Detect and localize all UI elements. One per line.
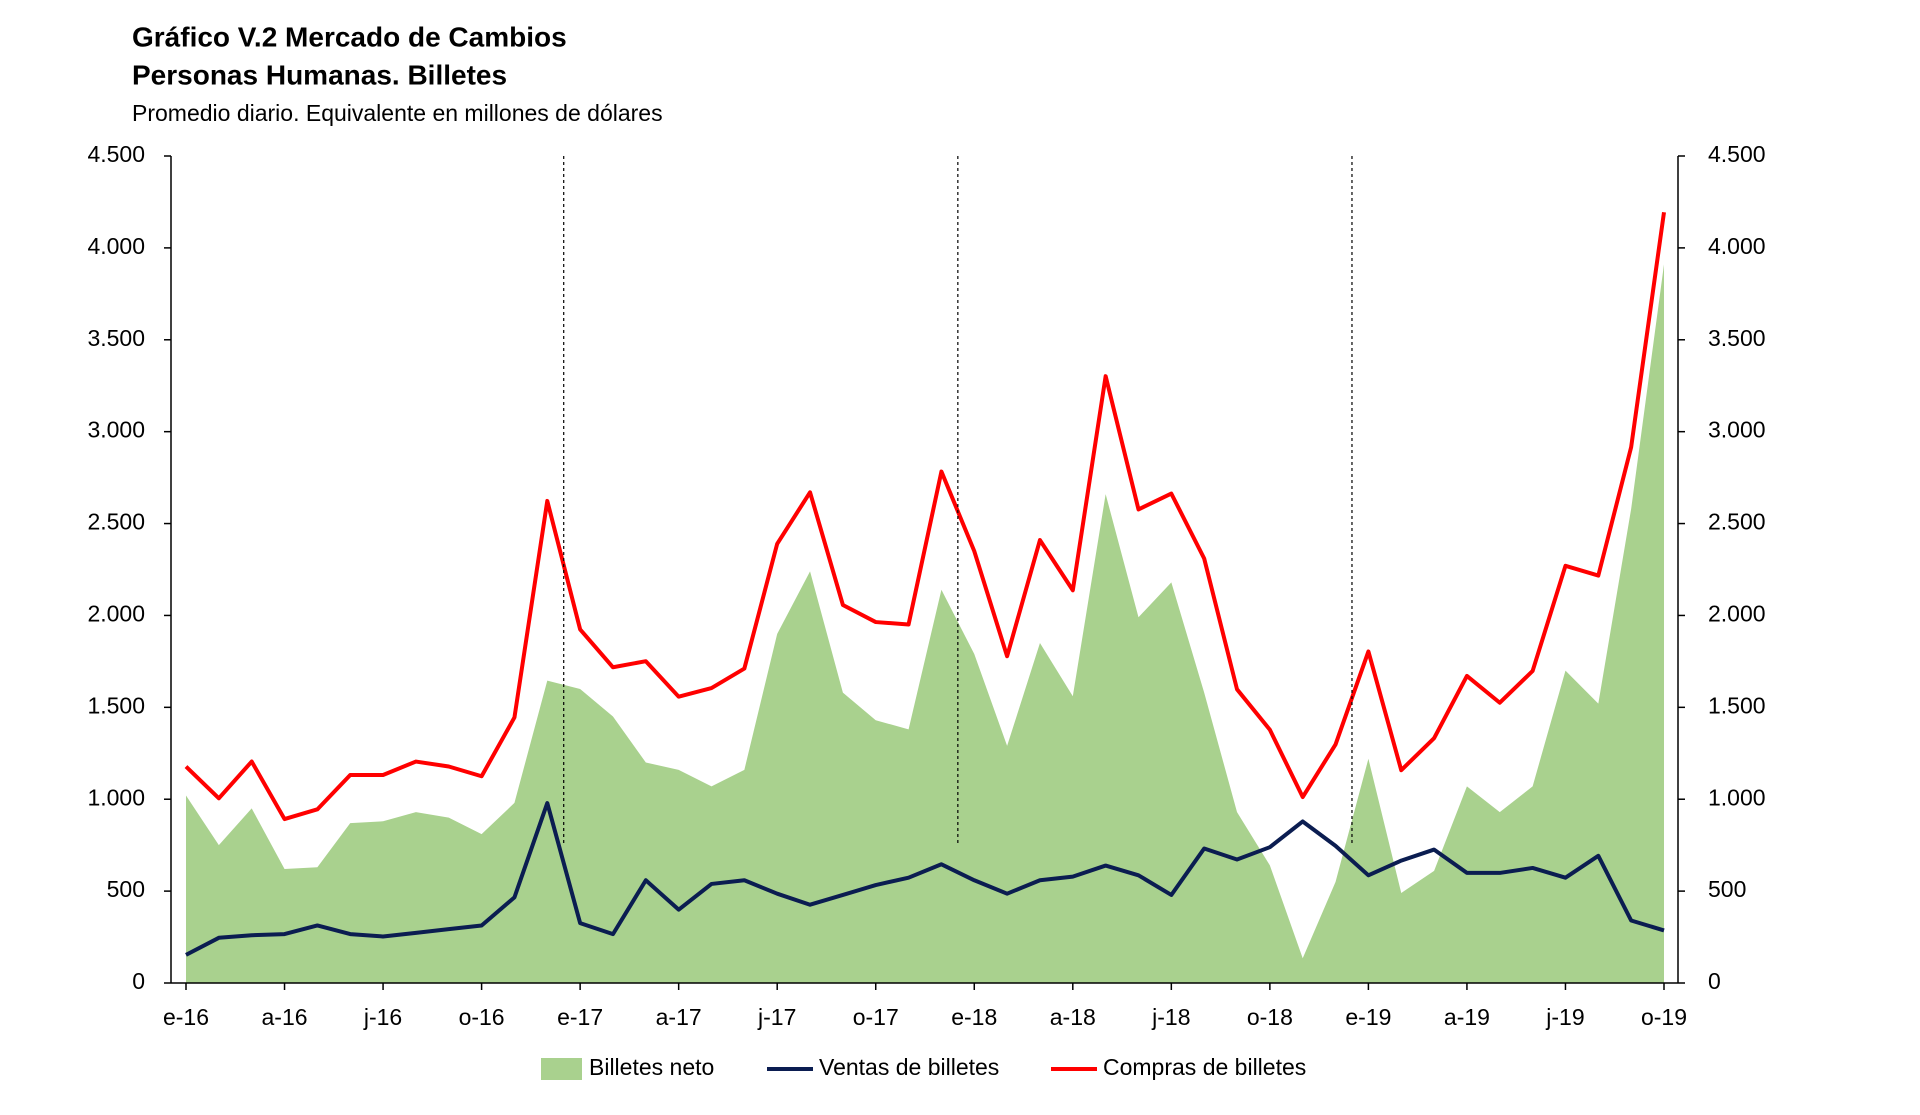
- legend-label: Compras de billetes: [1103, 1054, 1306, 1080]
- x-tick-label: e-16: [163, 1004, 209, 1030]
- chart-title: Gráfico V.2 Mercado de Cambios: [132, 21, 567, 52]
- chart-subtitle: Personas Humanas. Billetes: [132, 59, 507, 90]
- y-tick-label: 3.500: [87, 325, 145, 351]
- y2-tick-label: 4.000: [1708, 233, 1766, 259]
- x-tick-label: a-17: [656, 1004, 702, 1030]
- y2-tick-label: 3.500: [1708, 325, 1766, 351]
- line-series: [184, 211, 1666, 822]
- x-tick-label: e-17: [557, 1004, 603, 1030]
- y-tick-label: 500: [107, 876, 145, 902]
- y2-tick-label: 3.000: [1708, 417, 1766, 443]
- chart-note: Promedio diario. Equivalente en millones…: [132, 100, 663, 126]
- y-tick-label: 4.500: [87, 141, 145, 167]
- x-tick-label: j-19: [1545, 1004, 1584, 1030]
- x-tick-label: j-17: [757, 1004, 796, 1030]
- y2-tick-label: 500: [1708, 876, 1746, 902]
- y2-tick-label: 0: [1708, 968, 1721, 994]
- x-tick-label: a-19: [1444, 1004, 1490, 1030]
- legend-swatch: [541, 1058, 582, 1080]
- y-tick-label: 2.500: [87, 509, 145, 535]
- x-tick-label: o-16: [459, 1004, 505, 1030]
- y-tick-label: 1.500: [87, 692, 145, 718]
- x-tick-label: o-17: [853, 1004, 899, 1030]
- y2-tick-label: 2.000: [1708, 601, 1766, 627]
- x-tick-label: a-16: [262, 1004, 308, 1030]
- x-tick-label: e-18: [951, 1004, 997, 1030]
- legend-label: Ventas de billetes: [819, 1054, 999, 1080]
- legend-label: Billetes neto: [589, 1054, 714, 1080]
- y2-tick-label: 2.500: [1708, 509, 1766, 535]
- y-tick-label: 1.000: [87, 784, 145, 810]
- y-tick-label: 2.000: [87, 601, 145, 627]
- y2-tick-label: 1.500: [1708, 692, 1766, 718]
- x-tick-label: o-18: [1247, 1004, 1293, 1030]
- y2-tick-label: 4.500: [1708, 141, 1766, 167]
- y-tick-label: 3.000: [87, 417, 145, 443]
- x-tick-label: e-19: [1345, 1004, 1391, 1030]
- line-series: [185, 801, 1665, 957]
- x-tick-label: o-19: [1641, 1004, 1687, 1030]
- x-tick-label: j-16: [363, 1004, 402, 1030]
- area-series: [186, 264, 1664, 983]
- x-tick-label: a-18: [1050, 1004, 1096, 1030]
- x-tick-label: j-18: [1151, 1004, 1190, 1030]
- y-tick-label: 0: [132, 968, 145, 994]
- y-tick-label: 4.000: [87, 233, 145, 259]
- y2-tick-label: 1.000: [1708, 784, 1766, 810]
